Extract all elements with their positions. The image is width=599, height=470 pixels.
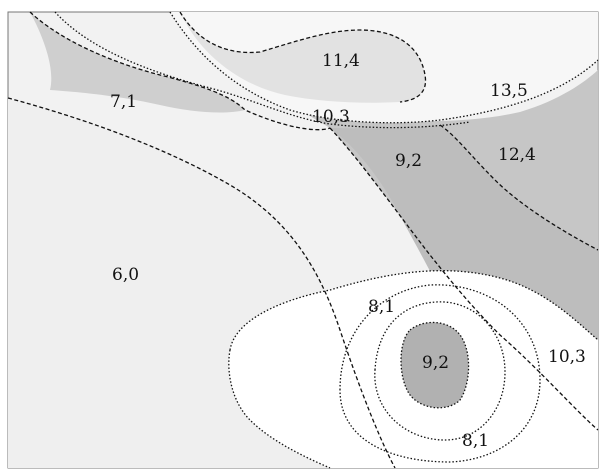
- contour-line-9-2-center: [400, 321, 470, 409]
- contour-line-8-1-ring: [339, 284, 541, 463]
- zone-label-11-4: 11,4: [322, 51, 360, 71]
- contour-line-11-4: [179, 11, 427, 103]
- zone-7-1-ribbon: [30, 12, 245, 113]
- contour-line-ribbon: [29, 11, 331, 131]
- zone-label-12-4: 12,4: [498, 145, 536, 165]
- contour-line-12-4: [439, 124, 599, 251]
- contour-line-8-1-inner: [374, 301, 506, 441]
- zone-label-10-3-top: 10,3: [312, 107, 350, 127]
- zone-label-8-1-upper: 8,1: [368, 297, 395, 317]
- contour-line-10-3-top: [54, 11, 471, 129]
- zone-label-13-5: 13,5: [490, 81, 528, 101]
- zone-label-7-1: 7,1: [110, 92, 137, 112]
- zone-label-9-2-mid: 9,2: [395, 151, 422, 171]
- zone-9-2-center: [401, 322, 469, 408]
- zone-11-4: [180, 12, 426, 103]
- zone-label-10-3-right: 10,3: [548, 347, 586, 367]
- zone-label-8-1-lower: 8,1: [462, 431, 489, 451]
- contour-line-9-2: [329, 127, 599, 431]
- zone-label-9-2-center: 9,2: [422, 353, 449, 373]
- contour-line-8-1-outer: [228, 270, 599, 469]
- contour-line-13-5: [169, 11, 599, 124]
- zone-label-6-0: 6,0: [112, 265, 139, 285]
- contour-line-7-1: [7, 97, 396, 469]
